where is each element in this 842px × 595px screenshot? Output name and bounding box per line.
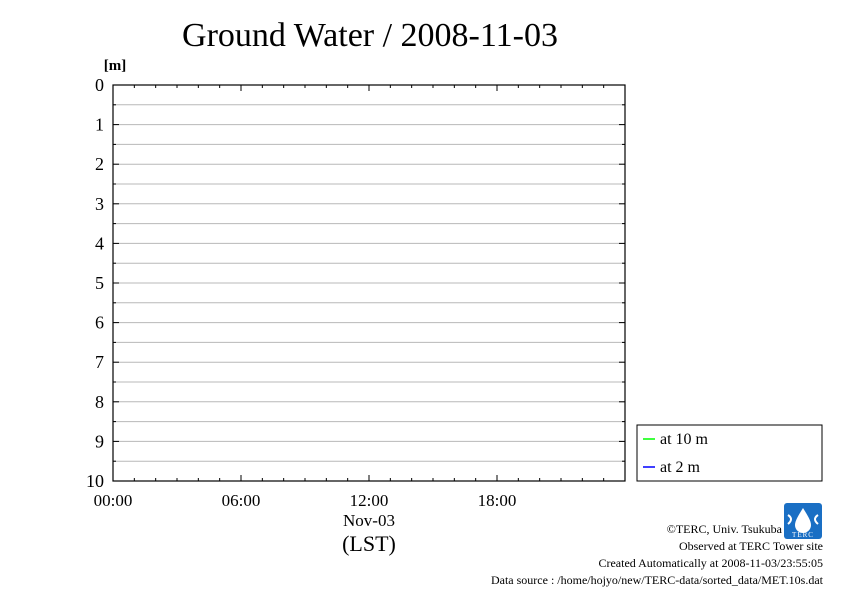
x-axis: 00:00 06:00 12:00 18:00 (94, 85, 626, 510)
copyright-text: ©TERC, Univ. Tsukuba (667, 522, 783, 536)
logo-text: TERC (792, 531, 814, 539)
legend-box (636, 424, 823, 482)
x-tick-label: 06:00 (222, 491, 261, 510)
y-tick-label: 1 (95, 115, 104, 135)
y-tick-label: 9 (95, 431, 104, 451)
data-source-text: Data source : /home/hojyo/new/TERC-data/… (491, 573, 824, 587)
terc-logo: TERC (784, 503, 822, 539)
y-tick-label: 6 (95, 313, 104, 333)
observed-text: Observed at TERC Tower site (679, 539, 823, 553)
y-tick-label: 8 (95, 392, 104, 412)
y-tick-label: 10 (86, 471, 104, 491)
y-tick-label: 3 (95, 194, 104, 214)
x-axis-date-label: Nov-03 (343, 511, 395, 530)
legend-label: at 10 m (660, 431, 709, 448)
legend-label: at 2 m (660, 459, 701, 476)
plot-frame (112, 84, 626, 482)
y-tick-label: 4 (95, 233, 104, 253)
x-tick-label: 12:00 (350, 491, 389, 510)
x-tick-label: 00:00 (94, 491, 133, 510)
y-axis-unit-label: [m] (104, 58, 127, 74)
legend: at 10 m at 2 m (636, 424, 823, 482)
chart-title: Ground Water / 2008-11-03 (182, 17, 558, 54)
created-text: Created Automatically at 2008-11-03/23:5… (598, 556, 823, 570)
y-tick-label: 7 (95, 352, 104, 372)
x-tick-label: 18:00 (478, 491, 517, 510)
x-axis-label: (LST) (342, 531, 396, 556)
y-tick-label: 5 (95, 273, 104, 293)
grid (113, 104, 625, 462)
y-tick-label: 2 (95, 154, 104, 174)
y-tick-label: 0 (95, 75, 104, 95)
